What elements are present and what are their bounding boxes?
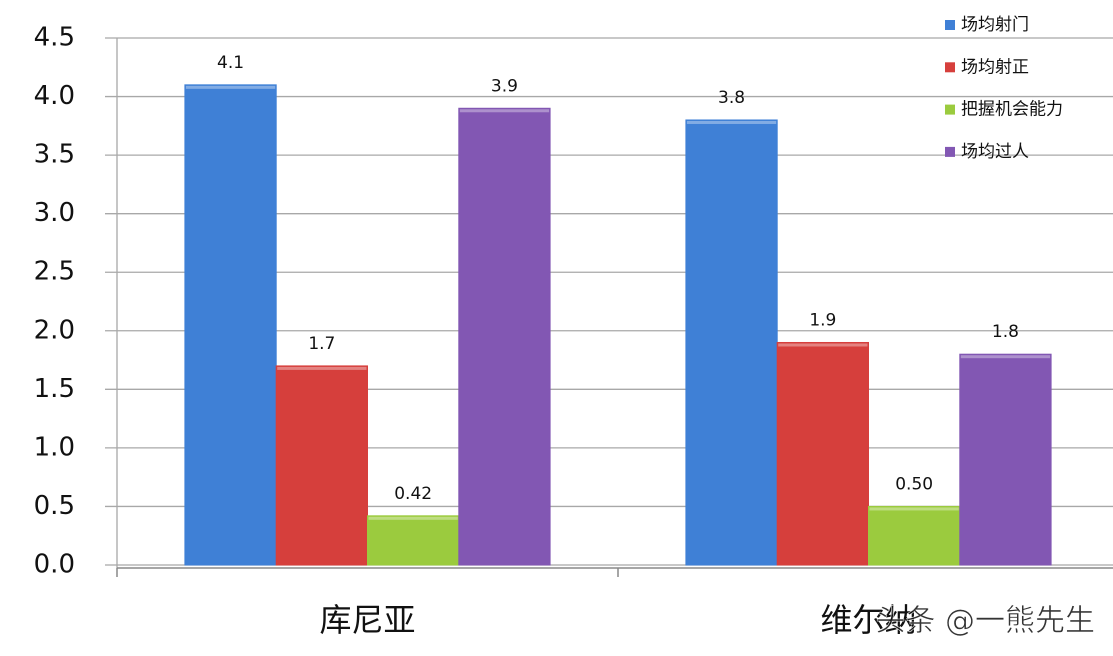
bar-highlight bbox=[368, 516, 458, 520]
x-tick-label: 维尔纳 bbox=[820, 601, 916, 639]
bar bbox=[868, 505, 961, 566]
bar bbox=[776, 341, 870, 566]
bar bbox=[184, 84, 277, 566]
watermark: 头条 @一熊先生 bbox=[875, 604, 1095, 639]
y-tick-label: 3.5 bbox=[34, 140, 75, 170]
legend-swatch bbox=[945, 104, 955, 115]
legend-label: 把握机会能力 bbox=[961, 100, 1063, 120]
y-tick-label: 0.5 bbox=[34, 491, 75, 521]
y-tick-label: 1.5 bbox=[34, 374, 75, 404]
data-label: 1.7 bbox=[308, 334, 335, 354]
data-label: 3.8 bbox=[718, 88, 745, 108]
y-tick-label: 4.5 bbox=[34, 23, 75, 53]
bar-highlight bbox=[686, 120, 777, 124]
y-tick-label: 2.0 bbox=[34, 315, 75, 345]
data-label: 1.8 bbox=[992, 322, 1019, 342]
data-label: 4.1 bbox=[217, 53, 244, 73]
y-tick-label: 2.5 bbox=[34, 257, 75, 287]
bar bbox=[275, 365, 369, 566]
bar-highlight bbox=[459, 109, 550, 113]
data-label: 3.9 bbox=[491, 76, 518, 96]
y-tick-label: 4.0 bbox=[34, 81, 75, 111]
legend-label: 场均过人 bbox=[961, 142, 1029, 162]
bar-highlight bbox=[869, 507, 959, 511]
bar bbox=[458, 107, 551, 566]
legend-label: 场均射正 bbox=[961, 57, 1029, 77]
bar-highlight bbox=[778, 343, 868, 347]
bar bbox=[959, 353, 1052, 566]
legend-swatch bbox=[945, 62, 955, 73]
data-label: 0.50 bbox=[895, 474, 933, 494]
bar-highlight bbox=[185, 85, 276, 89]
y-tick-label: 3.0 bbox=[34, 198, 75, 228]
bar-highlight bbox=[277, 366, 367, 370]
legend-swatch bbox=[945, 146, 955, 157]
x-tick-label: 库尼亚 bbox=[319, 601, 415, 639]
legend-label: 场均射门 bbox=[961, 15, 1029, 35]
y-tick-label: 0.0 bbox=[34, 550, 75, 580]
y-tick-label: 1.0 bbox=[34, 432, 75, 462]
data-label: 1.9 bbox=[809, 310, 836, 330]
bar bbox=[367, 515, 460, 566]
legend-swatch bbox=[945, 20, 955, 30]
data-label: 0.42 bbox=[394, 484, 432, 504]
bar-highlight bbox=[960, 355, 1051, 359]
bar bbox=[685, 119, 778, 566]
